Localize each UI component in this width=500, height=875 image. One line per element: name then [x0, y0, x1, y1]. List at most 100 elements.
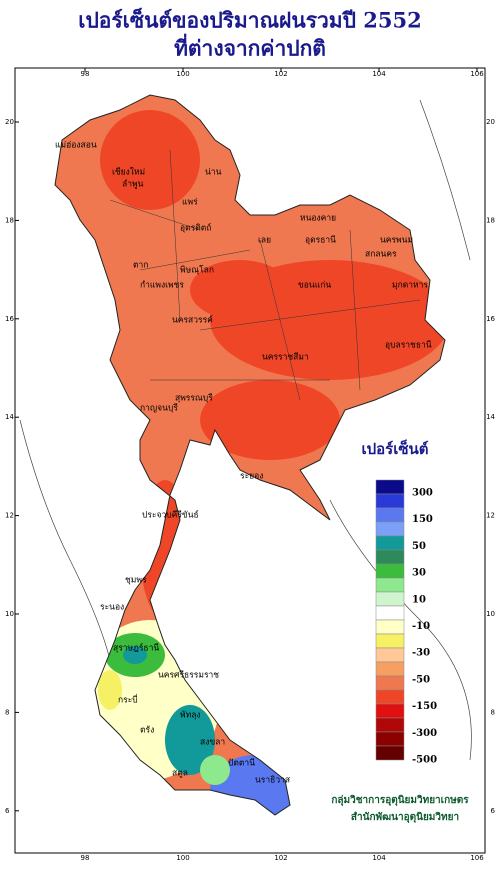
legend-swatch: [375, 563, 405, 579]
lat-tick-label: 20: [486, 118, 495, 126]
lat-tick-label: 14: [5, 413, 14, 421]
province-label: ชุมพร: [125, 576, 147, 586]
province-label: แม่ฮ่องสอน: [55, 141, 97, 151]
province-label: สกลนคร: [365, 250, 397, 260]
province-label: อุบลราชธานี: [385, 340, 432, 351]
province-label: นครศรีธรรมราช: [158, 670, 219, 681]
legend-swatch: [375, 661, 405, 677]
province-label: กระบี่: [118, 694, 138, 706]
province-label: น่าน: [205, 168, 222, 178]
neighbour-borders: [19, 99, 472, 761]
lon-tick-label: 98: [81, 70, 90, 78]
legend-swatch: [375, 479, 405, 495]
province-label: สุพรรณบุรี: [175, 393, 213, 404]
province-label: เชียงใหม่: [112, 167, 145, 178]
subtitle: ที่ต่างจากค่าปกติ: [174, 33, 326, 61]
lon-tick-label: 104: [372, 854, 386, 862]
province-labels: แม่ฮ่องสอน เชียงใหม่ ลำพูน น่าน แพร่ อุต…: [55, 141, 432, 786]
lat-tick-label: 6: [5, 807, 10, 815]
province-label: หนองคาย: [300, 214, 336, 224]
legend-label: 50: [412, 541, 426, 552]
lon-tick-label: 106: [470, 70, 484, 78]
country-outline: [54, 94, 446, 816]
legend-swatch: [375, 703, 405, 719]
legend-title: เปอร์เซ็นต์: [361, 439, 428, 458]
legend-swatch: [375, 689, 405, 705]
lat-tick-label: 8: [491, 708, 495, 716]
legend-swatch: [375, 647, 405, 663]
legend-swatch: [375, 717, 405, 733]
province-label: นครพนม: [380, 236, 413, 246]
legend-swatch: [375, 731, 405, 747]
legend-label: -30: [412, 648, 430, 659]
province-label: ระนอง: [100, 603, 124, 613]
legend-swatch: [375, 535, 405, 551]
legend-label: 300: [412, 488, 433, 499]
lat-tick-label: 10: [486, 610, 495, 618]
lat-tick-label: 16: [5, 315, 14, 323]
lat-tick-label: 6: [491, 807, 496, 815]
province-label: มุกดาหาร: [392, 281, 428, 291]
legend-swatch: [375, 633, 405, 649]
lat-tick-label: 14: [486, 413, 495, 421]
lat-tick-label: 18: [5, 216, 14, 224]
lat-tick-label: 18: [486, 216, 495, 224]
province-label: ตาก: [133, 261, 148, 271]
lon-tick-label: 98: [81, 854, 90, 862]
province-label: ปัตตานี: [228, 758, 255, 769]
legend-swatch: [375, 675, 405, 691]
legend-label: 30: [412, 568, 426, 579]
province-label: สตูล: [172, 769, 188, 779]
province-label: เลย: [258, 236, 271, 246]
lat-tick-label: 12: [5, 512, 14, 520]
legend-label: 10: [412, 594, 426, 605]
legend-label: 150: [412, 514, 433, 525]
lon-tick-label: 102: [274, 70, 287, 78]
credit: กลุ่มวิชาการอุตุนิยมวิทยาเกษตร: [331, 794, 469, 806]
province-label: ลำพูน: [122, 180, 144, 190]
lon-tick-label: 100: [176, 70, 189, 78]
lon-tick-label: 106: [470, 854, 484, 862]
legend-label: -10: [412, 621, 430, 632]
province-label: พิษณุโลก: [180, 265, 214, 276]
province-label: ขอนแก่น: [298, 281, 331, 291]
province-borders: [109, 149, 421, 401]
lat-tick-label: 10: [5, 610, 14, 618]
legend-swatch: [375, 521, 405, 537]
province-label: นราธิวาส: [255, 776, 291, 786]
lat-tick-label: 16: [486, 315, 495, 323]
province-label: กาญจนบุรี: [140, 403, 178, 414]
lat-tick-label: 20: [5, 118, 14, 126]
legend-swatch: [375, 605, 405, 621]
legend-label: -500: [412, 755, 437, 766]
province-label: นครราชสีมา: [262, 352, 309, 363]
legend-swatch: [375, 493, 405, 509]
province-label: สงขลา: [200, 738, 225, 748]
province-label: อุดรธานี: [305, 235, 336, 246]
legend-swatch: [375, 507, 405, 523]
lon-tick-label: 104: [372, 70, 386, 78]
lat-tick-label: 8: [5, 708, 9, 716]
lon-tick-label: 100: [176, 854, 189, 862]
legend-swatch: [375, 591, 405, 607]
credit: สำนักพัฒนาอุตุนิยมวิทยา: [351, 811, 459, 823]
legend-swatch: [375, 549, 405, 565]
title: เปอร์เซ็นต์ของปริมาณฝนรวมปี 2552: [78, 7, 421, 33]
legend-swatch: [375, 577, 405, 593]
province-label: นครสวรรค์: [172, 315, 213, 326]
legend-label: -300: [412, 728, 437, 739]
legend-swatch: [375, 745, 405, 761]
legend-label: -150: [412, 701, 437, 712]
province-label: พัทลุง: [180, 711, 201, 721]
province-label: อุตรดิตถ์: [180, 223, 211, 234]
province-label: ประจวบคีรีขันธ์: [142, 510, 199, 521]
province-label: ตรัง: [140, 726, 154, 736]
lat-tick-label: 12: [486, 512, 495, 520]
province-label: แพร่: [182, 198, 198, 208]
legend-label: -50: [412, 674, 430, 685]
province-label: สุราษฎร์ธานี: [113, 643, 159, 654]
province-label: กำแพงเพชร: [140, 281, 184, 291]
province-label: ระยอง: [240, 472, 263, 482]
